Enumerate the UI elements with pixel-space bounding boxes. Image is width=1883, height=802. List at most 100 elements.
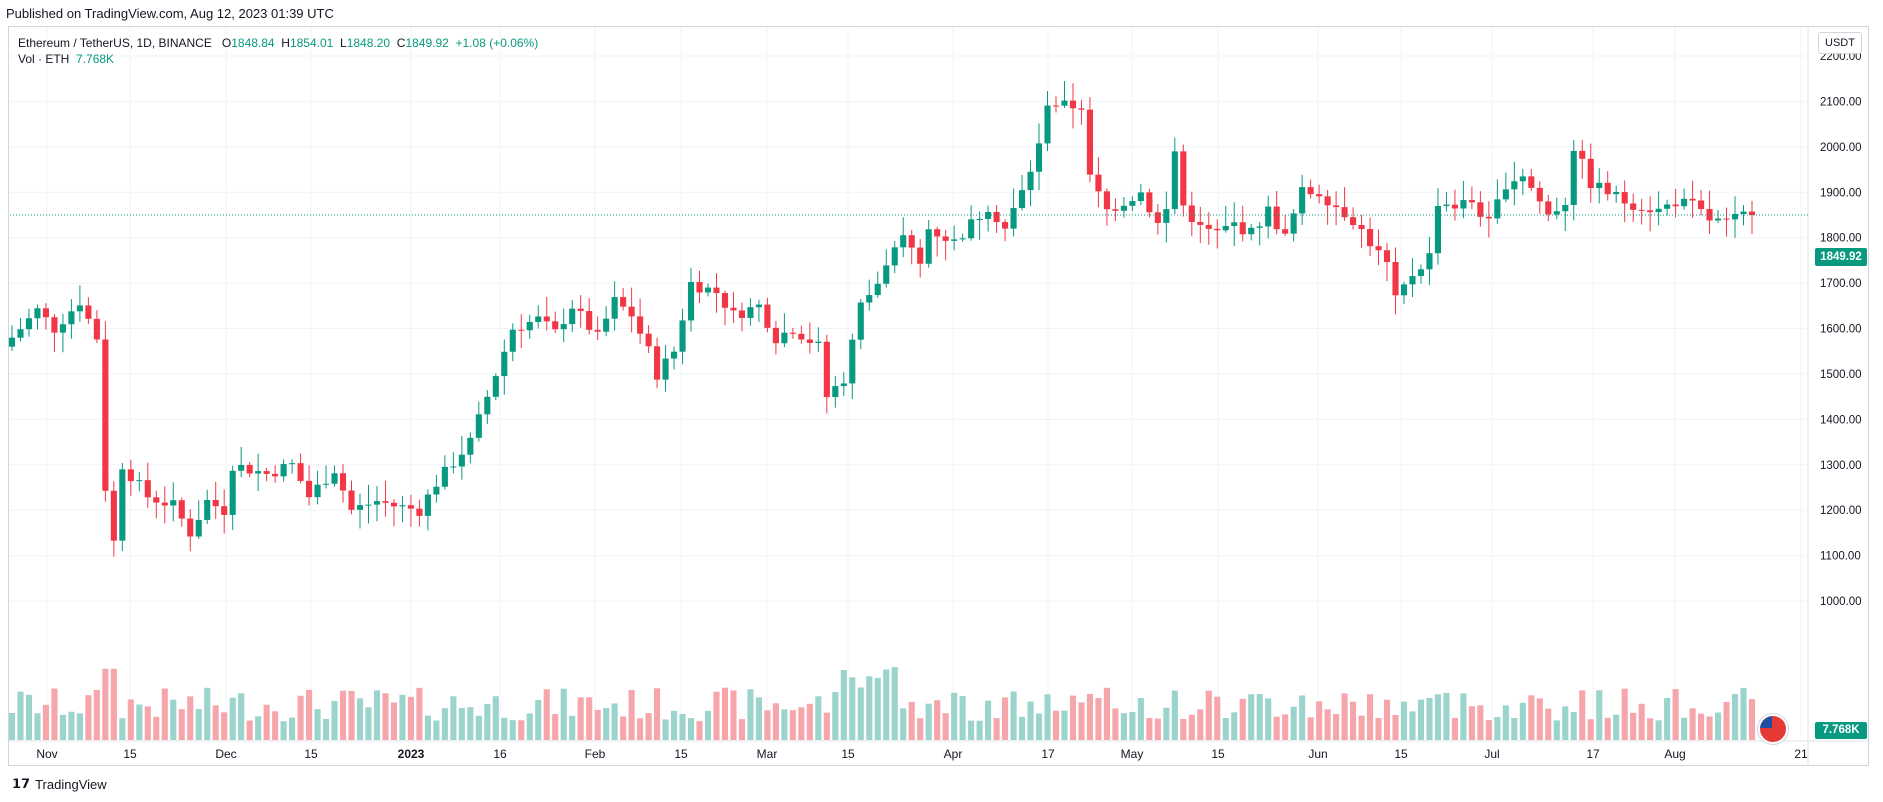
candle-body	[1358, 224, 1365, 230]
candle-body	[849, 339, 856, 384]
candle-body	[1035, 143, 1043, 172]
volume-bar	[1647, 718, 1654, 740]
candle-body	[1010, 207, 1017, 229]
volume-bar	[1553, 720, 1560, 740]
us-flag-icon[interactable]	[1758, 714, 1788, 744]
candle-body	[900, 235, 907, 248]
volume-bar	[51, 688, 58, 740]
candle-body	[1290, 213, 1297, 234]
volume-bar	[1103, 687, 1110, 740]
candle-body	[153, 497, 160, 503]
volume-bar	[535, 700, 542, 740]
volume-bar	[501, 717, 508, 740]
candle-body	[518, 329, 525, 331]
candle-body	[942, 236, 949, 241]
candle-body	[1740, 211, 1747, 214]
volume-bar	[552, 714, 559, 740]
tradingview-wordmark[interactable]: TradingView	[35, 776, 107, 792]
volume-bar	[1137, 698, 1144, 740]
candle-body	[127, 469, 134, 482]
y-tick-label: 1900.00	[1820, 187, 1862, 199]
volume-bar	[475, 715, 482, 740]
candle-body	[85, 305, 92, 319]
candle-body	[501, 351, 508, 377]
candle-body	[874, 283, 881, 296]
candle-body	[594, 329, 601, 332]
candle-body	[365, 504, 372, 506]
candle-body	[1536, 187, 1543, 202]
candle-body	[620, 297, 627, 307]
volume-bar	[93, 689, 100, 740]
candle-body	[917, 247, 924, 264]
candle-body	[390, 502, 398, 507]
chart-legend: Ethereum / TetherUS, 1D, BINANCE O1848.8…	[18, 35, 538, 67]
volume-bar	[1095, 698, 1102, 740]
candle-body	[1154, 212, 1161, 223]
candle-body	[1052, 105, 1060, 107]
candle-body	[611, 297, 618, 319]
volume-bar	[518, 720, 525, 740]
volume-bar	[390, 702, 398, 740]
candle-body	[229, 470, 236, 515]
currency-button[interactable]: USDT	[1818, 32, 1862, 54]
volume-bar	[458, 707, 465, 740]
volume-bar	[119, 718, 126, 740]
volume-value: 7.768K	[76, 52, 115, 66]
volume-bar	[59, 714, 66, 740]
volume-bar	[1477, 705, 1484, 740]
candle-body	[467, 437, 474, 455]
candle-body	[679, 320, 686, 352]
candle-body	[1069, 100, 1077, 109]
volume-bar	[1120, 713, 1127, 740]
volume-bar	[1044, 694, 1051, 740]
x-tick-label: Apr	[944, 747, 963, 761]
volume-bar	[1672, 689, 1679, 740]
candle-body	[951, 239, 958, 241]
volume-bar	[1265, 698, 1272, 740]
candle-body	[1519, 176, 1526, 182]
candle-body	[407, 505, 414, 509]
candle-body	[1383, 250, 1391, 262]
candle-body	[382, 501, 389, 503]
volume-bar	[272, 711, 279, 740]
volume-bar	[1273, 716, 1280, 740]
symbol-title[interactable]: Ethereum / TetherUS, 1D, BINANCE	[18, 36, 212, 50]
candle-body	[1460, 200, 1467, 209]
last-price-tag: 1849.92	[1815, 248, 1867, 266]
volume-bar	[874, 677, 881, 740]
candle-body	[1681, 198, 1688, 207]
candle-body	[450, 466, 457, 468]
change-value: +1.08 (+0.06%)	[455, 36, 539, 50]
candle-body	[1587, 158, 1594, 189]
tradingview-logo-icon[interactable]: 𝟭𝟳	[12, 776, 31, 791]
candle-body	[654, 346, 661, 380]
y-tick-label: 1400.00	[1820, 414, 1862, 426]
open-value: 1848.84	[231, 36, 275, 50]
candle-body	[1672, 204, 1679, 207]
volume-bar	[1409, 711, 1416, 740]
volume-bar	[1460, 693, 1467, 740]
high-value: 1854.01	[289, 36, 334, 50]
volume-bar	[696, 721, 703, 740]
volume-label[interactable]: Vol · ETH	[18, 52, 70, 66]
volume-bar	[815, 696, 822, 740]
volume-bar	[1579, 690, 1586, 740]
volume-bar	[1163, 707, 1170, 740]
candle-body	[526, 321, 533, 331]
x-tick-label: Aug	[1664, 747, 1685, 761]
candle-body	[1197, 221, 1204, 225]
volume-bar	[1086, 693, 1094, 740]
volume-bar	[1519, 702, 1526, 740]
volume-bar	[959, 696, 966, 740]
candle-body	[119, 469, 126, 541]
volume-bar	[985, 700, 992, 740]
candle-body	[925, 229, 932, 264]
y-tick-label: 1600.00	[1820, 324, 1862, 336]
volume-bar	[1290, 706, 1297, 740]
candle-body	[560, 324, 567, 330]
volume-bar	[212, 705, 219, 740]
candle-body	[1002, 222, 1009, 229]
candle-body	[696, 281, 703, 293]
volume-bar	[1604, 717, 1611, 740]
